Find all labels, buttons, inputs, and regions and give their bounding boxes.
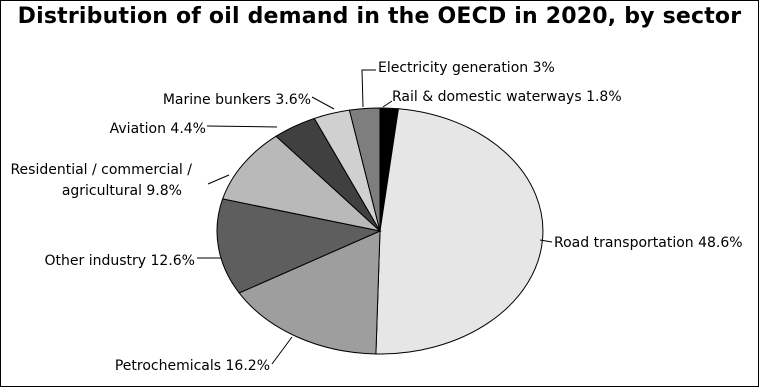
pie-slice-electricity-generation — [348, 107, 381, 232]
slice-label-aviation: Aviation 4.4% — [110, 121, 206, 137]
pie-slice-petrochemicals — [238, 230, 381, 355]
leader-line-petrochemicals — [271, 336, 293, 365]
pie-slice-other-industry — [216, 198, 382, 294]
slice-label-electricity-generation: Electricity generation 3% — [378, 60, 555, 76]
leader-line-marine-bunkers — [311, 96, 335, 110]
slice-label-other-industry: Other industry 12.6% — [45, 253, 195, 269]
slice-label-road-transportation: Road transportation 48.6% — [554, 235, 743, 251]
slice-label-marine-bunkers: Marine bunkers 3.6% — [163, 92, 311, 108]
slice-labels: Rail & domestic waterways 1.8% Road trans… — [10, 60, 742, 374]
leader-line-aviation — [206, 125, 278, 128]
leader-lines — [197, 69, 553, 365]
pie-slice-road-transportation — [375, 108, 544, 355]
pie-slices — [216, 107, 544, 355]
slice-label-petrochemicals: Petrochemicals 16.2% — [115, 358, 270, 374]
slice-label-residential-commercial-agricultural: Residential / commercial / agricultural 9… — [10, 162, 192, 199]
pie-slice-residential-commercial-agricultural — [221, 135, 382, 232]
chart-title: Distribution of oil demand in the OECD i… — [17, 4, 742, 29]
leader-line-rail-domestic-waterways — [382, 100, 393, 108]
leader-line-electricity-generation — [361, 69, 376, 108]
leader-line-road-transportation — [539, 239, 553, 243]
slice-label-rail-domestic-waterways: Rail & domestic waterways 1.8% — [392, 89, 622, 105]
leader-line-residential-commercial-agricultural — [207, 174, 230, 185]
